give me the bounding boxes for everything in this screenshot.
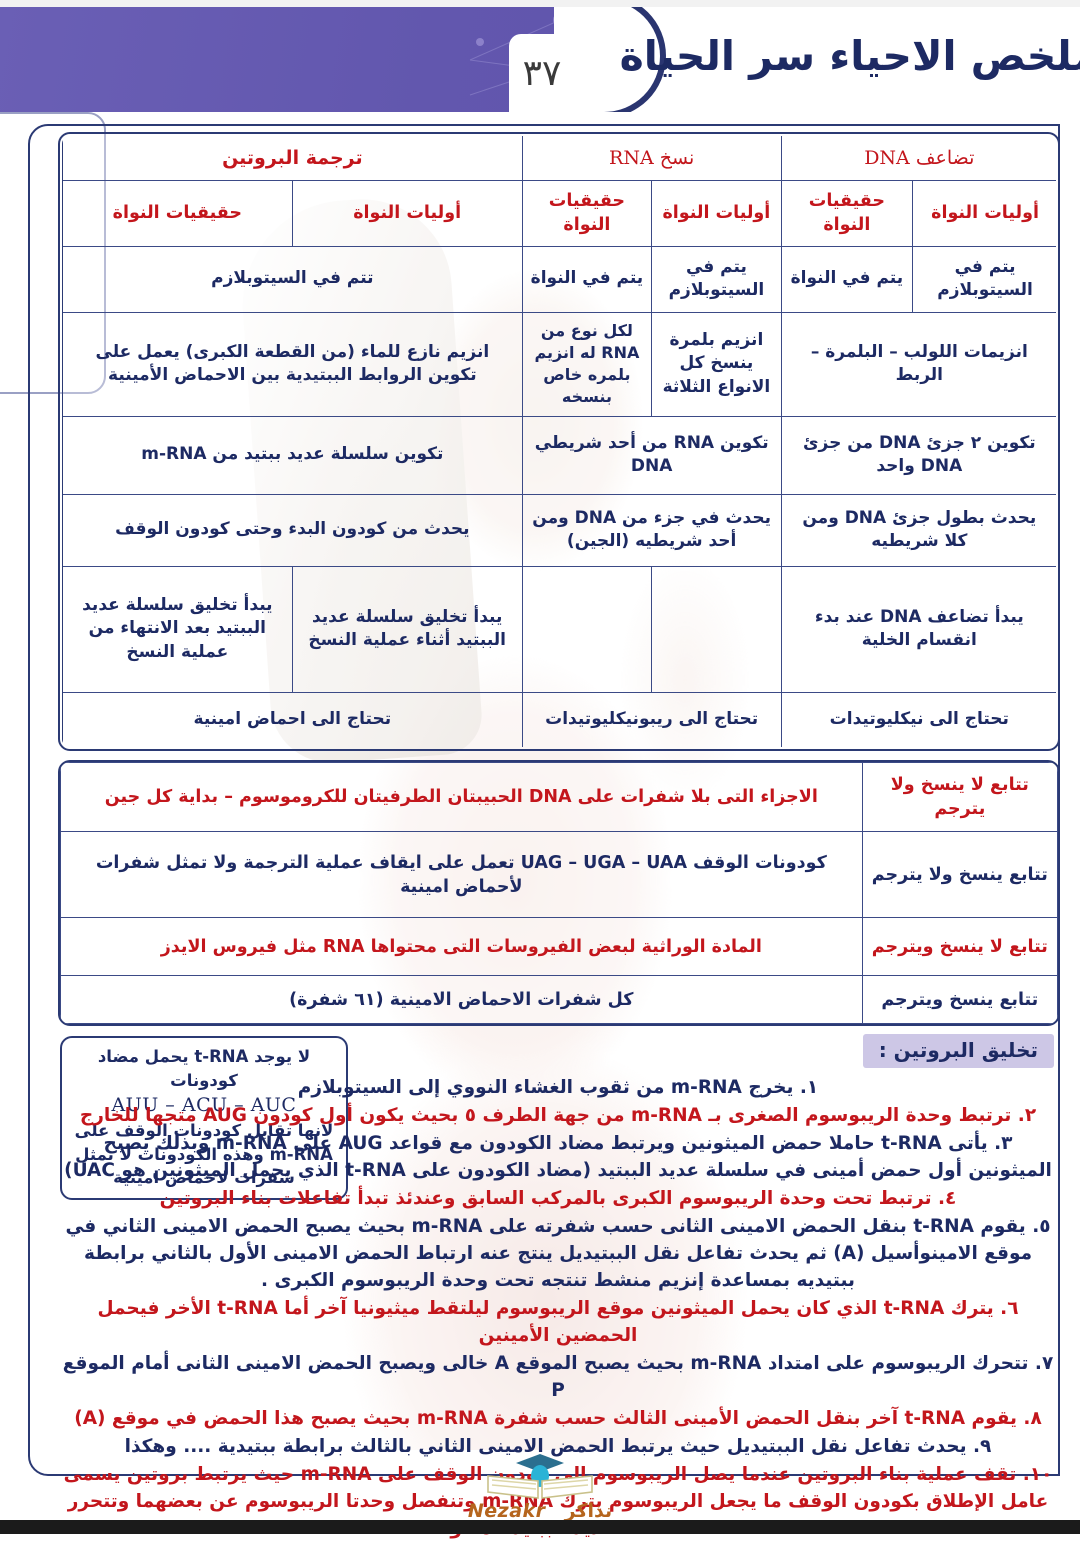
subheader-rna-eukaryote: حقيقيات النواة: [521, 180, 653, 247]
seq-label-2: تتابع لا ينسخ ويترجم: [861, 917, 1058, 977]
table-row: تتابع ينسخ ولا يترجم كودونات الوقف UAG –…: [60, 831, 1058, 919]
step-text: ترتبط تحت وحدة الريبوسوم الكبرى بالمركب …: [159, 1188, 932, 1210]
cell-dna-4: يبدأ تضاعف DNA عند بدء انقسام الخلية: [780, 565, 1056, 693]
book-graduation-cap-icon: [487, 1454, 593, 1499]
seq-value-2: المادة الوراثية لبعض الفيروسات التى محتو…: [60, 917, 863, 977]
table-header-processes: تضاعف DNA نسخ RNA ترجمة البروتين: [62, 136, 1056, 182]
subheader-rna-prokaryote: أوليات النواة: [651, 180, 782, 247]
cell-protein-0: تتم في السيتوبلازم: [62, 245, 523, 313]
table-row: يبدأ تضاعف DNA عند بدء انقسام الخلية يبد…: [62, 565, 1056, 693]
page-title: ملخص الاحياء سر الحياة: [619, 32, 1080, 80]
comparison-table-wrapper: تضاعف DNA نسخ RNA ترجمة البروتين أوليات …: [58, 132, 1060, 751]
cell-rna-3: يحدث في جزء من DNA ومن أحد شريطيه (الجين…: [521, 493, 782, 567]
list-item: ٤. ترتبط تحت وحدة الريبوسوم الكبرى بالمر…: [62, 1185, 1054, 1212]
seq-label-1: تتابع ينسخ ولا يترجم: [861, 831, 1058, 919]
subheader-dna-prokaryote: أوليات النواة: [912, 180, 1056, 247]
header-protein-translation: ترجمة البروتين: [62, 136, 523, 182]
table-row: تتابع لا ينسخ ولا يترجم الاجزاء التى بلا…: [60, 762, 1058, 833]
cell-dna-3: يحدث بطول جزئ DNA ومن كلا شريطيه: [780, 493, 1056, 567]
subheader-protein-eukaryote: حقيقيات النواة: [62, 180, 293, 247]
list-item: ٨. يقوم t-RNA آخر بنقل الحمض الأمينى الث…: [62, 1405, 1054, 1432]
header-rna-transcription: نسخ RNA: [521, 136, 782, 182]
header-banner: ملخص الاحياء سر الحياة ٣٧: [0, 0, 1080, 112]
section-header: تخليق البروتين :: [58, 1034, 1060, 1074]
table-row: يتم في السيتوبلازم يتم في النواة يتم في …: [62, 245, 1056, 313]
cell-dna-2: تكوين ٢ جزئ DNA من جزئ DNA واحد: [780, 415, 1056, 495]
list-item: ٣. يأتى t-RNA حاملا حمض الميثونين ويرتبط…: [62, 1130, 1054, 1184]
cell-protein-3: يحدث من كودون البدء وحتى كودون الوقف: [62, 493, 523, 567]
seq-value-3: كل شفرات الاحماض الامينية (٦١ شفرة): [60, 975, 863, 1025]
step-number: ١٠.: [1022, 1464, 1053, 1486]
step-text: تتحرك الريبوسوم على امتداد m-RNA بحيث يص…: [62, 1353, 1029, 1402]
step-number: ٧.: [1034, 1353, 1054, 1375]
cell-rna-5: تحتاج الى ريبونيكليوتيدات: [521, 691, 782, 747]
comparison-table: تضاعف DNA نسخ RNA ترجمة البروتين أوليات …: [60, 134, 1058, 749]
table-row: تتابع لا ينسخ ويترجم المادة الوراثية لبع…: [60, 917, 1058, 977]
list-item: ٥. يقوم t-RNA بنقل الحمض الامينى الثانى …: [62, 1213, 1054, 1294]
table-row: تحتاج الى نيكليوتيدات تحتاج الى ريبونيكل…: [62, 691, 1056, 747]
cell-protein-euk-4: يبدأ تخليق سلسلة عديد الببتيد بعد الانته…: [62, 565, 293, 693]
cell-dna-euk-0: يتم في النواة: [780, 245, 914, 313]
page-content: تضاعف DNA نسخ RNA ترجمة البروتين أوليات …: [58, 132, 1060, 1539]
cell-protein-2: تكوين سلسلة عديد ببتيد من m-RNA: [62, 415, 523, 495]
section-title-chip: تخليق البروتين :: [862, 1034, 1054, 1069]
bottom-bar: [0, 1520, 1080, 1534]
step-text: يخرج m-RNA من ثقوب الغشاء النووي إلى الس…: [297, 1077, 794, 1099]
cell-dna-pro-0: يتم في السيتوبلازم: [912, 245, 1056, 313]
title-plate: ملخص الاحياء سر الحياة: [554, 0, 1080, 112]
cell-rna-euk-4: [521, 565, 653, 693]
list-item: ٧. تتحرك الريبوسوم على امتداد m-RNA بحيث…: [62, 1350, 1054, 1404]
table-row: تكوين ٢ جزئ DNA من جزئ DNA واحد تكوين RN…: [62, 415, 1056, 495]
cell-protein-pro-4: يبدأ تخليق سلسلة عديد الببتيد أثناء عملي…: [291, 565, 523, 693]
page-number-chip: ٣٧: [509, 34, 575, 112]
title-arc-decoration: [580, 0, 666, 112]
table-header-subcolumns: أوليات النواة حقيقيات النواة أوليات النو…: [62, 180, 1056, 247]
subheader-protein-prokaryote: أوليات النواة: [291, 180, 523, 247]
table-row: تتابع ينسخ ويترجم كل شفرات الاحماض الامي…: [60, 975, 1058, 1025]
list-item: ٢. ترتبط وحدة الريبوسوم الصغرى بـ m-RNA …: [62, 1102, 1054, 1129]
sequence-table: تتابع لا ينسخ ولا يترجم الاجزاء التى بلا…: [60, 762, 1058, 1025]
step-number: ٥.: [1032, 1216, 1051, 1238]
step-text: ترتبط وحدة الريبوسوم الصغرى بـ m-RNA من …: [79, 1105, 1012, 1127]
step-number: ٦.: [1000, 1298, 1019, 1320]
step-text: يقوم t-RNA آخر بنقل الحمض الأمينى الثالث…: [74, 1408, 1017, 1430]
cell-rna-2: تكوين RNA من أحد شريطي DNA: [521, 415, 782, 495]
step-number: ٢.: [1017, 1105, 1037, 1127]
cell-rna-pro-0: يتم في السيتوبلازم: [651, 245, 782, 313]
subheader-dna-eukaryote: حقيقيات النواة: [780, 180, 914, 247]
table-row: يحدث بطول جزئ DNA ومن كلا شريطيه يحدث في…: [62, 493, 1056, 567]
seq-label-0: تتابع لا ينسخ ولا يترجم: [861, 762, 1058, 833]
list-item: ١. يخرج m-RNA من ثقوب الغشاء النووي إلى …: [62, 1074, 1054, 1101]
list-item: ٦. يترك t-RNA الذي كان يحمل الميثونين مو…: [62, 1295, 1054, 1349]
table-row: انزيمات اللولب – البلمرة – الربط انزيم ب…: [62, 311, 1056, 417]
step-number: ١.: [799, 1077, 819, 1099]
seq-value-0: الاجزاء التى بلا شفرات على DNA الحبيبتان…: [60, 762, 863, 833]
step-number: ٩.: [973, 1436, 992, 1458]
cell-rna-euk-0: يتم في النواة: [521, 245, 653, 313]
step-number: ٤.: [938, 1188, 957, 1210]
cell-rna-pro-1: انزيم بلمرة ينسخ كل الانواع الثلاثة: [651, 311, 782, 417]
header-dna-replication: تضاعف DNA: [780, 136, 1056, 182]
step-number: ٣.: [994, 1133, 1013, 1155]
seq-value-1: كودونات الوقف UAG – UGA – UAA تعمل على ا…: [60, 831, 863, 919]
cell-protein-1: انزيم نازع للماء (من القطعة الكبرى) يعمل…: [62, 311, 523, 417]
cell-rna-pro-4: [651, 565, 782, 693]
cell-rna-euk-1: لكل نوع من RNA له انزيم بلمره خاص بنسخه: [521, 311, 653, 417]
cell-protein-5: تحتاج الى احماض امينية: [62, 691, 523, 747]
sequence-table-wrapper: تتابع لا ينسخ ولا يترجم الاجزاء التى بلا…: [58, 760, 1060, 1027]
seq-label-3: تتابع ينسخ ويترجم: [861, 975, 1058, 1025]
step-text: يأتى t-RNA حاملا حمض الميثونين ويرتبط مض…: [64, 1133, 1052, 1182]
step-number: ٨.: [1023, 1408, 1042, 1430]
step-text: يترك t-RNA الذي كان يحمل الميثونين موقع …: [97, 1298, 994, 1347]
site-watermark-logo: نذاكر Nezakr: [445, 1452, 635, 1528]
top-strip: [0, 0, 1080, 7]
cell-dna-1: انزيمات اللولب – البلمرة – الربط: [780, 311, 1056, 417]
cell-dna-5: تحتاج الى نيكليوتيدات: [780, 691, 1056, 747]
step-text: يقوم t-RNA بنقل الحمض الامينى الثانى حسب…: [65, 1216, 1033, 1292]
